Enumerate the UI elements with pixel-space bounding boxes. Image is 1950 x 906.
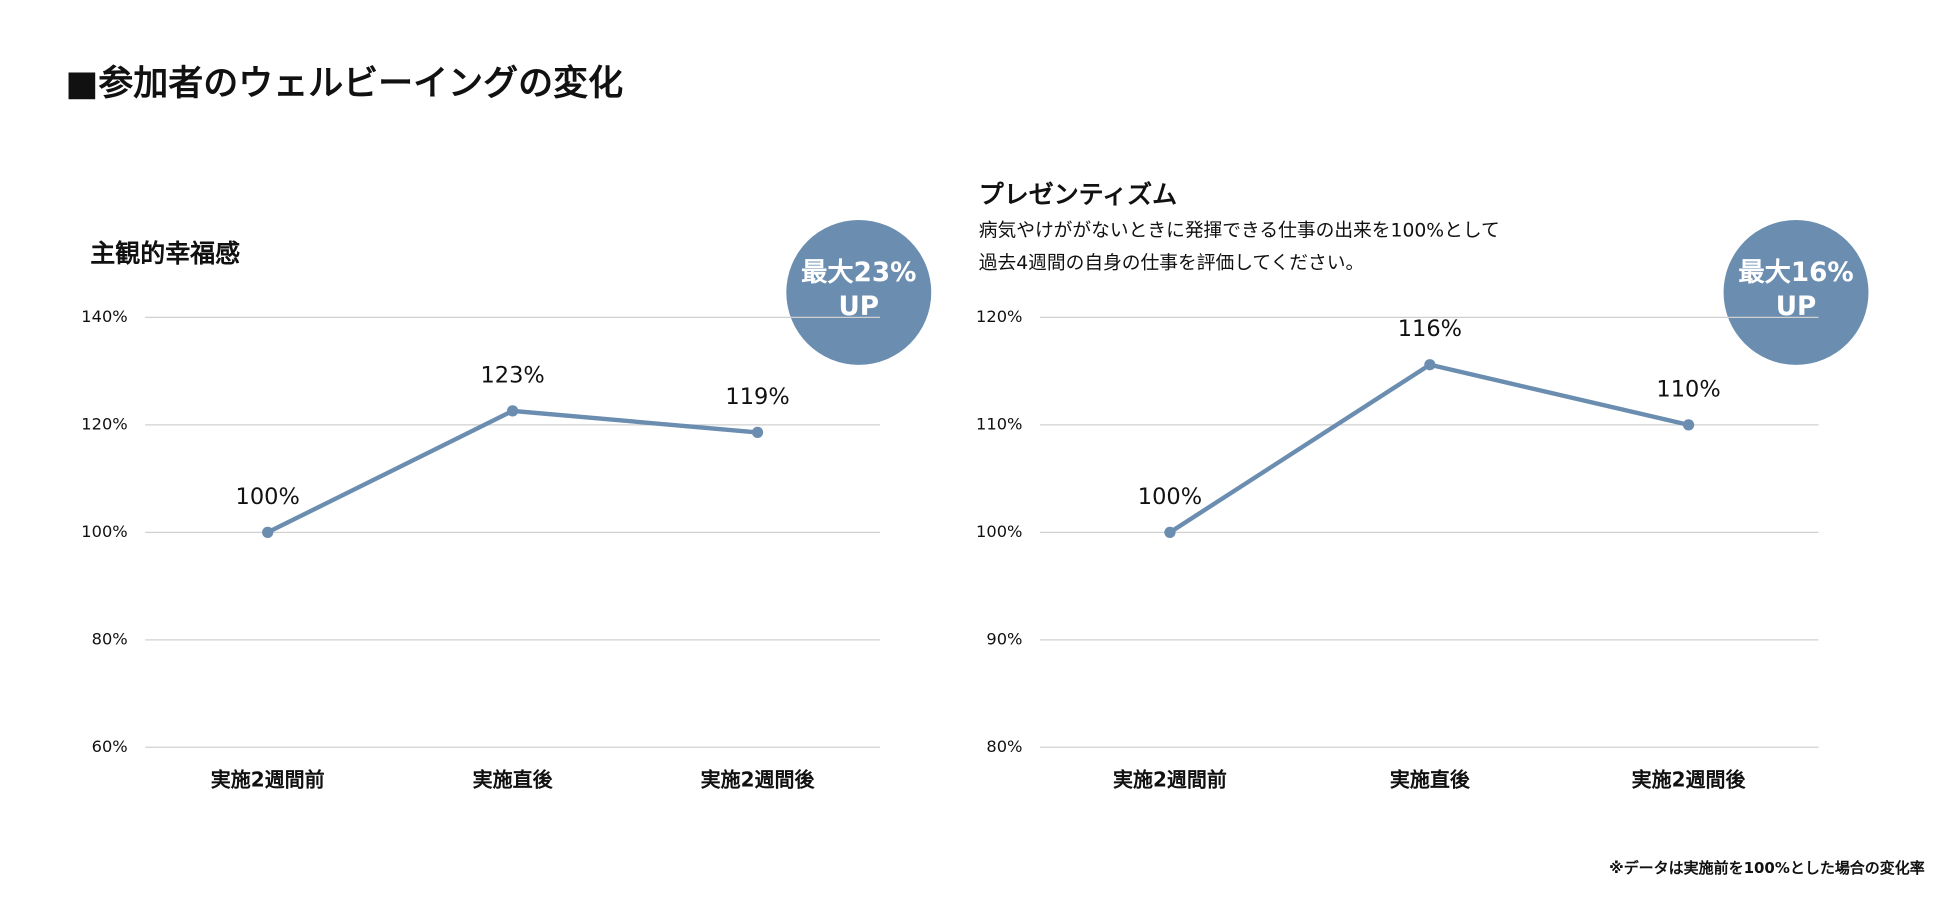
value-label: 110% xyxy=(1656,376,1720,402)
footnote: ※データは実施前を100%とした場合の変化率 xyxy=(1609,859,1925,877)
value-label: 100% xyxy=(1138,484,1202,510)
x-tick-label: 実施直後 xyxy=(473,768,554,792)
point xyxy=(1424,359,1436,371)
point xyxy=(1164,526,1176,538)
value-label: 116% xyxy=(1398,316,1462,342)
y-tick-label: 140% xyxy=(81,307,127,326)
page-title: ■参加者のウェルビーイングの変化 xyxy=(65,63,623,104)
point xyxy=(751,426,764,439)
x-tick-label: 実施2週間後 xyxy=(701,768,816,792)
chart-title: 主観的幸福感 xyxy=(90,239,240,268)
y-tick-label: 110% xyxy=(976,414,1022,433)
chart-subtitle: 病気やけががないときに発揮できる仕事の出来を100%として xyxy=(979,221,1500,242)
y-tick-label: 100% xyxy=(81,522,127,541)
value-label: 119% xyxy=(725,384,789,410)
line xyxy=(266,408,758,535)
badge xyxy=(786,219,932,365)
chart-subtitle: 過去4週間の自身の仕事を評価してください。 xyxy=(979,253,1364,274)
x-tick-label: 実施2週間後 xyxy=(1632,768,1747,792)
chart-title: プレゼンティズム xyxy=(979,180,1177,209)
point xyxy=(1682,419,1695,431)
badge-text: 最大23% xyxy=(801,258,916,288)
badge-text: 最大16% xyxy=(1738,258,1853,288)
badge xyxy=(1723,219,1869,365)
y-tick-label: 100% xyxy=(976,522,1022,541)
y-tick-label: 120% xyxy=(976,307,1022,326)
line xyxy=(1168,362,1690,535)
y-tick-label: 80% xyxy=(92,629,128,648)
y-tick-label: 90% xyxy=(986,629,1022,648)
x-tick-label: 実施2週間前 xyxy=(211,768,325,792)
y-tick-label: 80% xyxy=(986,737,1022,756)
point xyxy=(507,405,519,417)
x-tick-label: 実施直後 xyxy=(1390,768,1471,792)
y-tick-label: 120% xyxy=(81,414,127,433)
y-tick-label: 60% xyxy=(92,737,128,756)
value-label: 123% xyxy=(480,362,544,388)
point xyxy=(262,526,274,538)
value-label: 100% xyxy=(236,484,300,510)
x-tick-label: 実施2週間前 xyxy=(1113,768,1227,792)
